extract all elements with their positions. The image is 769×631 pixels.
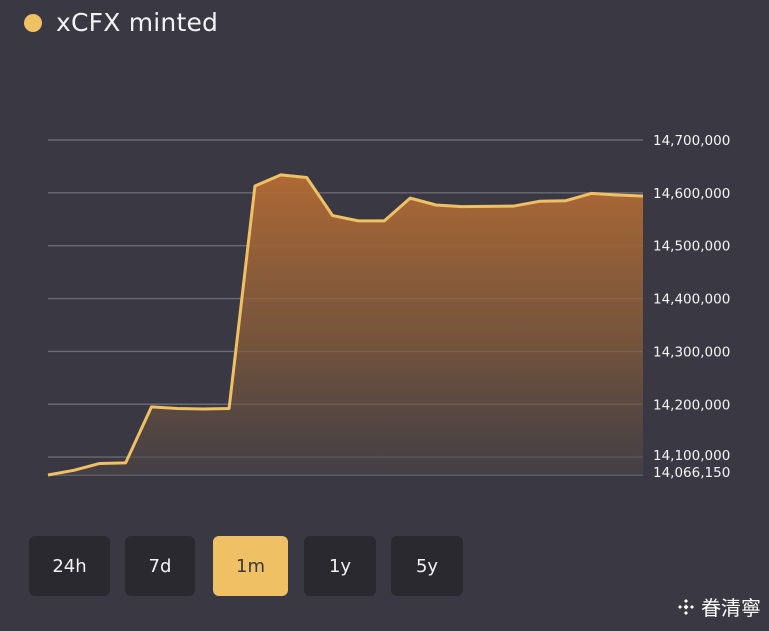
- data-point[interactable]: [406, 194, 414, 202]
- area-layer: [48, 174, 643, 475]
- data-point[interactable]: [354, 217, 362, 225]
- y-tick-label: 14,700,000: [653, 133, 730, 149]
- data-point[interactable]: [458, 203, 466, 211]
- y-tick-label: 14,500,000: [653, 239, 730, 255]
- data-point[interactable]: [380, 217, 388, 225]
- data-point[interactable]: [613, 191, 621, 199]
- line-layer: [44, 171, 647, 479]
- data-point[interactable]: [44, 471, 52, 479]
- y-tick-label: 14,066,150: [653, 465, 730, 481]
- data-point[interactable]: [199, 405, 207, 413]
- data-point[interactable]: [484, 202, 492, 210]
- data-point[interactable]: [303, 174, 311, 182]
- data-point[interactable]: [536, 197, 544, 205]
- range-button-5y[interactable]: 5y: [391, 536, 463, 596]
- series-line: [47, 173, 644, 477]
- data-point[interactable]: [587, 189, 595, 197]
- data-point[interactable]: [277, 171, 285, 179]
- legend-swatch-icon: [24, 13, 42, 32]
- data-point[interactable]: [329, 212, 337, 220]
- data-point[interactable]: [510, 202, 518, 210]
- range-button-24h[interactable]: 24h: [29, 536, 110, 596]
- y-tick-label: 14,200,000: [653, 397, 730, 413]
- range-button-7d[interactable]: 7d: [125, 536, 195, 596]
- watermark: 眷清寧: [677, 592, 761, 621]
- y-tick-label: 14,100,000: [653, 448, 730, 464]
- range-button-1m[interactable]: 1m: [213, 536, 288, 596]
- data-point[interactable]: [147, 403, 155, 411]
- y-tick-label: 14,300,000: [653, 344, 730, 360]
- data-point[interactable]: [251, 182, 259, 190]
- diamond-logo-icon: [678, 598, 694, 615]
- y-tick-label: 14,400,000: [653, 292, 730, 308]
- area-fill: [48, 174, 643, 475]
- data-point[interactable]: [432, 201, 440, 209]
- data-point[interactable]: [225, 404, 233, 412]
- data-point[interactable]: [70, 466, 78, 474]
- data-point[interactable]: [122, 459, 130, 467]
- data-point[interactable]: [173, 404, 181, 412]
- data-point[interactable]: [96, 459, 104, 467]
- data-point[interactable]: [561, 197, 569, 205]
- range-button-1y[interactable]: 1y: [304, 536, 376, 596]
- data-point[interactable]: [639, 192, 647, 200]
- legend: xCFX minted: [24, 8, 218, 37]
- legend-label: xCFX minted: [56, 8, 219, 37]
- y-tick-label: 14,600,000: [653, 186, 730, 202]
- watermark-text: 眷清寧: [701, 596, 761, 620]
